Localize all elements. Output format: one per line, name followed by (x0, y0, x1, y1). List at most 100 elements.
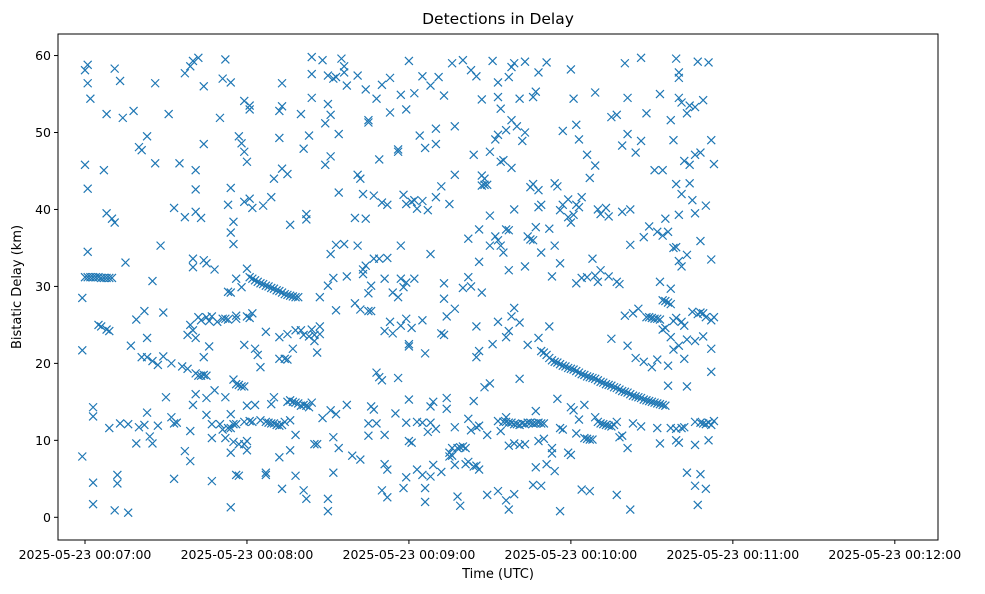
data-point (83, 78, 93, 88)
data-point (328, 468, 338, 478)
data-point (450, 422, 460, 432)
data-point (507, 62, 516, 72)
data-point (353, 241, 363, 251)
data-point (369, 191, 379, 201)
data-point (199, 139, 209, 149)
data-point (671, 242, 681, 252)
data-point (404, 436, 414, 446)
data-point (477, 94, 487, 104)
data-point (264, 281, 273, 291)
data-point (318, 55, 327, 65)
data-point (444, 199, 454, 209)
data-point (226, 502, 236, 512)
data-point (652, 314, 662, 324)
data-point (552, 358, 562, 368)
data-point (471, 352, 481, 362)
data-point (355, 455, 365, 465)
data-point (550, 357, 560, 367)
data-point (706, 367, 716, 377)
data-point (380, 326, 390, 336)
data-point (671, 313, 681, 323)
data-point (471, 71, 481, 81)
data-point (199, 81, 209, 91)
data-point (490, 135, 500, 144)
data-point (582, 272, 592, 282)
data-point (520, 419, 530, 429)
chart-title: Detections in Delay (422, 10, 574, 28)
data-point (566, 64, 576, 74)
data-point (658, 400, 668, 410)
data-point (142, 352, 152, 362)
data-point (239, 147, 249, 157)
data-point (696, 469, 705, 479)
data-point (380, 459, 390, 469)
data-point (229, 217, 238, 227)
data-point (77, 452, 87, 461)
data-point (615, 279, 624, 289)
data-point (328, 273, 338, 283)
data-point (496, 104, 506, 114)
data-point (164, 109, 174, 119)
data-point (709, 312, 719, 322)
x-tick-label: 2025-05-23 00:07:00 (19, 547, 152, 562)
data-point (107, 214, 117, 224)
data-point (450, 170, 460, 180)
data-point (256, 362, 265, 372)
data-point (407, 438, 417, 448)
data-point (642, 395, 651, 405)
data-point (237, 382, 246, 391)
data-point (655, 277, 665, 287)
data-point (188, 262, 198, 272)
data-point (191, 165, 201, 175)
data-point (323, 71, 333, 80)
data-point (396, 274, 406, 284)
data-point (585, 435, 595, 444)
data-point (620, 311, 630, 321)
data-point (382, 200, 392, 210)
data-point (652, 398, 662, 408)
data-point (471, 461, 481, 471)
data-point (382, 253, 392, 263)
data-point (696, 236, 705, 246)
data-point (250, 344, 260, 354)
data-point (188, 325, 198, 335)
data-point (301, 494, 311, 504)
data-point (399, 483, 408, 493)
data-point (415, 131, 425, 141)
data-point (493, 486, 503, 496)
data-point (315, 292, 325, 302)
data-point (280, 417, 290, 427)
data-point (139, 306, 149, 316)
data-point (461, 443, 471, 453)
data-point (88, 478, 98, 488)
data-point (620, 387, 630, 397)
data-point (169, 418, 179, 428)
data-point (536, 346, 546, 356)
data-point (501, 332, 511, 342)
data-point (245, 313, 255, 323)
data-point (439, 91, 449, 100)
data-point (660, 323, 670, 333)
data-point (382, 465, 392, 475)
data-point (693, 500, 703, 510)
data-point (596, 265, 606, 275)
data-point (158, 352, 168, 361)
data-point (288, 397, 298, 407)
data-point (158, 308, 168, 318)
data-point (666, 299, 676, 309)
data-point (534, 436, 543, 446)
data-point (431, 139, 441, 149)
data-point (285, 395, 295, 405)
data-point (458, 55, 468, 65)
data-point (129, 106, 139, 116)
data-point (563, 212, 573, 222)
data-point (377, 485, 387, 495)
data-point (450, 460, 460, 470)
x-tick-label: 2025-05-23 00:08:00 (181, 547, 314, 562)
data-point (480, 382, 489, 392)
data-point (577, 369, 587, 379)
data-point (99, 165, 109, 175)
data-point (226, 183, 236, 193)
data-point (455, 501, 465, 511)
data-point (706, 255, 716, 264)
